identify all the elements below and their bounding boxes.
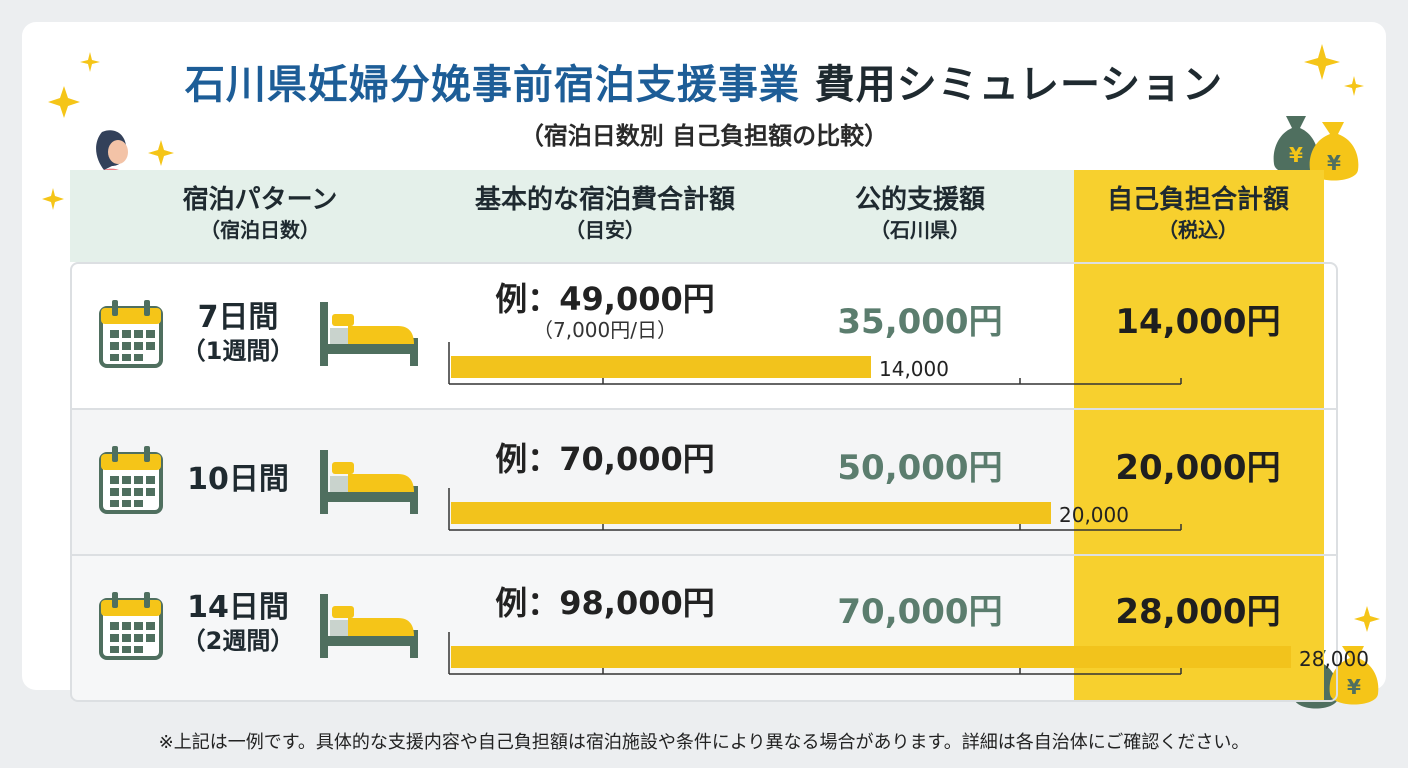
header-self: 自己負担合計額 （税込）	[1078, 184, 1318, 244]
row-cost-sub: （7,000円/日）	[533, 318, 677, 342]
calendar-icon	[99, 446, 163, 514]
page-subtitle: （宿泊日数別 自己負担額の比較）	[519, 122, 889, 150]
row-days-label: 7日間	[197, 300, 279, 335]
row-support: 70,000円	[837, 592, 1003, 632]
bar-value-label: 28,000	[1299, 647, 1369, 671]
row-cost: 例：70,000円	[440, 440, 770, 478]
header-band	[70, 170, 1074, 262]
title-highlight: 石川県妊婦分娩事前宿泊支援事業	[184, 62, 800, 108]
header-cost-sub: （目安）	[565, 218, 645, 242]
header-support: 公的支援額 （石川県）	[800, 184, 1040, 244]
calendar-icon	[99, 300, 163, 368]
row-self: 28,000円	[1115, 592, 1281, 632]
row-cost: 例：98,000円	[440, 584, 770, 622]
row-days: 10日間	[168, 462, 308, 498]
sparkle-icon	[48, 52, 100, 118]
bar-axis	[448, 342, 1182, 385]
bar-value-label: 20,000	[1059, 503, 1129, 527]
bed-icon	[320, 594, 418, 658]
calendar-icon	[99, 592, 163, 660]
row-days: 14日間 （2週間）	[168, 590, 308, 656]
bar-axis	[448, 488, 1182, 531]
row-days: 7日間 （1週間）	[168, 300, 308, 366]
header-pattern-sub: （宿泊日数）	[200, 218, 320, 242]
comparison-table	[70, 262, 1338, 702]
bar	[451, 646, 1291, 668]
header-self-label: 自己負担合計額	[1106, 185, 1289, 215]
svg-text:¥: ¥	[1289, 143, 1303, 167]
row-support: 35,000円	[837, 302, 1003, 342]
page-title: 石川県妊婦分娩事前宿泊支援事業 費用シミュレーション	[0, 52, 1408, 110]
sparkle-icon	[42, 188, 64, 210]
sparkle-icon	[1354, 606, 1380, 632]
row-days-sub: （1週間）	[181, 337, 295, 365]
row-support: 50,000円	[837, 448, 1003, 488]
row-self: 20,000円	[1115, 448, 1281, 488]
row-days-label: 10日間	[187, 462, 289, 497]
svg-text:¥: ¥	[1347, 675, 1361, 699]
footnote: ※上記は一例です。具体的な支援内容や自己負担額は宿泊施設や条件により異なる場合が…	[158, 732, 1250, 753]
header-cost-label: 基本的な宿泊費合計額	[474, 185, 735, 215]
sparkle-icon	[1304, 44, 1364, 96]
header-pattern-label: 宿泊パターン	[182, 185, 338, 215]
row-self: 14,000円	[1115, 302, 1281, 342]
bed-icon	[320, 450, 418, 514]
header-pattern: 宿泊パターン （宿泊日数）	[148, 184, 372, 244]
row-divider	[72, 408, 1336, 410]
bar-axis	[448, 632, 1182, 675]
bar-value-label: 14,000	[879, 357, 949, 381]
bar	[451, 356, 871, 378]
sparkle-icon	[148, 140, 174, 166]
row-days-sub: （2週間）	[181, 627, 295, 655]
table-row	[72, 556, 1074, 700]
header-cost: 基本的な宿泊費合計額 （目安）	[440, 184, 770, 244]
row-divider	[72, 554, 1336, 556]
money-bag-icon: ¥ ¥	[1273, 116, 1359, 181]
header-self-sub: （税込）	[1158, 218, 1238, 242]
row-cost: 例：49,000円 （7,000円/日）	[440, 280, 770, 342]
header-support-sub: （石川県）	[870, 218, 970, 242]
row-cost-value: 例：70,000円	[495, 440, 715, 478]
title-rest: 費用シミュレーション	[799, 62, 1224, 108]
row-cost-value: 例：49,000円	[495, 280, 715, 318]
row-days-label: 14日間	[187, 590, 289, 625]
row-cost-value: 例：98,000円	[495, 584, 715, 622]
self-pay-column-highlight	[1074, 170, 1324, 702]
bar	[451, 502, 1051, 524]
svg-text:¥: ¥	[1327, 151, 1341, 175]
header-support-label: 公的支援額	[854, 185, 985, 215]
bed-icon	[320, 302, 418, 366]
